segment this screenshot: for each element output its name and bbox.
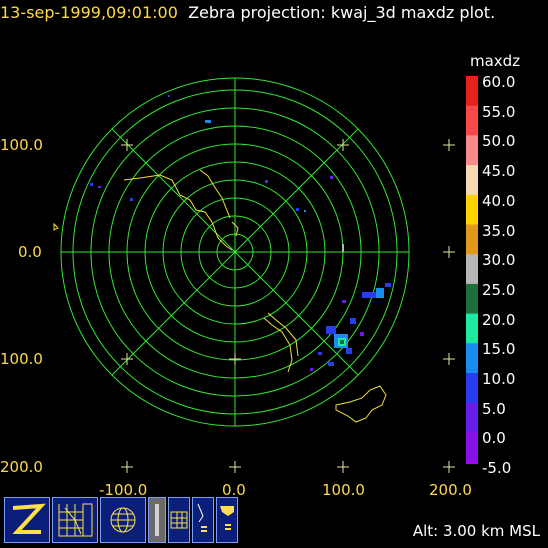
y-axis-label-zero: 0.0 [18,243,42,261]
color-scale-label: 60.0 [482,73,516,91]
color-scale-label: 50.0 [482,132,516,151]
color-scale-label: 15.0 [482,340,516,359]
azimuth-spokes [61,78,409,426]
zebra-logo-icon [12,503,46,534]
color-scale-label: -5.0 [482,459,512,478]
grid-markers [121,139,455,473]
color-scale-swatch [466,254,478,285]
x-axis-label-200: 200.0 [429,481,472,499]
color-scale-label: 40.0 [482,191,516,210]
bounds-button[interactable] [148,497,166,543]
color-scale-label: 10.0 [482,370,516,388]
color-scale-label: 45.0 [482,162,516,181]
color-scale-swatch [466,432,478,463]
plot-description: Zebra projection: kwaj_3d maxdz plot. [188,3,496,22]
color-scale-swatch [466,373,478,404]
color-scale-swatch [466,76,478,107]
color-scale-swatch [466,283,478,315]
grid-button[interactable] [168,497,190,543]
map-icon [197,503,207,532]
grid-icon [170,511,188,529]
color-scale-swatch [466,135,478,166]
x-axis-label-zero: 0.0 [222,481,246,499]
color-scale-label: 0.0 [482,429,506,448]
y-axis-label-top: 100.0 [0,136,43,154]
plot-title: 13-sep-1999,09:01:00 Zebra projection: k… [0,3,495,22]
globe-icon [110,507,136,533]
map-button[interactable] [192,497,214,543]
color-scale-swatch [466,402,478,433]
color-scale-label: 30.0 [482,251,516,270]
kwaj-radar-icon [58,503,93,537]
altitude-readout: Alt: 3.00 km MSL [412,522,540,540]
color-scale-swatch [466,313,478,344]
globe-button[interactable] [100,497,146,543]
bounds-icon [155,504,159,536]
color-scale-swatch [466,165,478,196]
color-scale-label: 35.0 [482,221,516,240]
color-scale-label: 55.0 [482,102,516,121]
toolbar [4,497,238,545]
y-axis-label-bottom: 200.0 [0,458,43,476]
color-scale-swatch [466,105,478,136]
color-scale-label: 20.0 [482,310,516,329]
y-axis-label-lower: 100.0 [0,350,43,368]
x-axis-label-neg100: -100.0 [99,481,148,499]
reflectivity-echoes [90,95,391,371]
color-scale-swatch [466,194,478,225]
plot-datetime: 13-sep-1999,09:01:00 [0,3,178,22]
color-scale-label: 25.0 [482,280,516,299]
color-scale-swatch [466,462,478,464]
usa-map-button[interactable] [216,497,238,543]
kwaj-radar-button[interactable] [52,497,98,543]
color-scale-label: 5.0 [482,399,506,418]
color-scale-swatch [466,224,478,255]
zebra-logo-button[interactable] [4,497,50,543]
usa-map-icon [220,506,234,530]
x-axis-label-100: 100.0 [322,481,365,499]
color-scale-bar [466,76,478,464]
color-scale-swatch [466,343,478,374]
color-scale-title: maxdz [470,52,521,70]
coastline [53,169,387,423]
